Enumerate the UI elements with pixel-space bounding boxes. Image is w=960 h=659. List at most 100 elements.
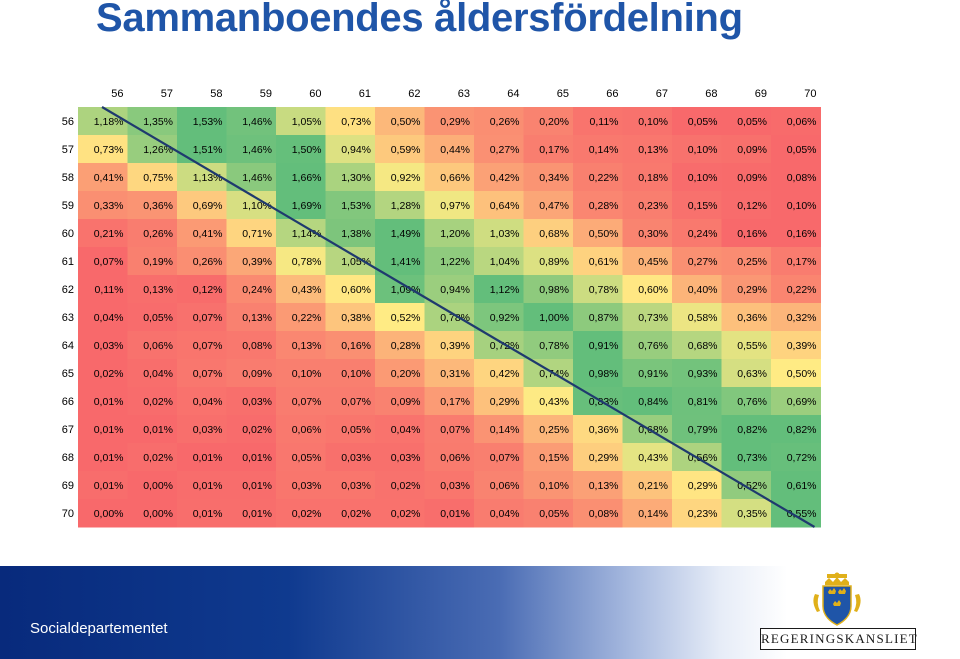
heatmap-cell xyxy=(424,135,475,164)
heatmap-cell xyxy=(375,359,425,388)
cell-value: 0,76% xyxy=(737,396,767,408)
heatmap-cell xyxy=(672,499,722,528)
cell-value: 0,42% xyxy=(490,368,520,380)
cell-value: 0,18% xyxy=(638,172,668,184)
heatmap-cell xyxy=(276,387,326,416)
heatmap-cell xyxy=(622,387,673,416)
heatmap-cell xyxy=(127,163,178,192)
heatmap-cell xyxy=(226,471,277,500)
cell-value: 1,53% xyxy=(193,116,223,128)
heatmap-cell xyxy=(127,107,178,136)
cell-value: 0,01% xyxy=(242,452,272,464)
cell-value: 0,09% xyxy=(737,172,767,184)
heatmap-cell xyxy=(672,387,722,416)
cell-value: 0,35% xyxy=(737,508,767,520)
cell-value: 0,10% xyxy=(787,200,817,212)
heatmap-cell xyxy=(78,471,128,500)
heatmap-cell xyxy=(78,275,128,304)
cell-value: 0,29% xyxy=(589,452,619,464)
heatmap-cell xyxy=(375,163,425,192)
cell-value: 0,45% xyxy=(638,256,668,268)
cell-value: 0,71% xyxy=(242,228,272,240)
cell-value: 1,66% xyxy=(292,172,322,184)
heatmap-cell xyxy=(474,471,524,500)
cell-value: 0,01% xyxy=(242,508,272,520)
heatmap-cell xyxy=(622,331,673,360)
heatmap-cell xyxy=(127,331,178,360)
cell-value: 0,13% xyxy=(143,284,173,296)
column-label: 59 xyxy=(260,88,272,100)
row-label: 68 xyxy=(62,452,74,464)
heatmap-cell xyxy=(226,303,277,332)
heatmap-cell xyxy=(771,331,821,360)
cell-value: 0,06% xyxy=(292,424,322,436)
cell-value: 1,20% xyxy=(440,228,470,240)
heatmap-cell xyxy=(177,471,227,500)
column-label: 57 xyxy=(161,88,173,100)
heatmap-cell xyxy=(78,219,128,248)
heatmap-cell xyxy=(127,219,178,248)
heatmap-cell xyxy=(177,387,227,416)
cell-value: 0,22% xyxy=(292,312,322,324)
cell-value: 1,69% xyxy=(292,200,322,212)
cell-value: 0,41% xyxy=(193,228,223,240)
cell-value: 0,24% xyxy=(242,284,272,296)
cell-value: 1,09% xyxy=(391,284,421,296)
heatmap-cell xyxy=(127,471,178,500)
heatmap-cell xyxy=(573,107,623,136)
heatmap-cell xyxy=(325,387,376,416)
cell-value: 0,01% xyxy=(94,480,124,492)
heatmap-cell xyxy=(424,499,475,528)
heatmap-cell xyxy=(474,499,524,528)
heatmap-cell xyxy=(672,219,722,248)
cell-value: 0,39% xyxy=(440,340,470,352)
heatmap-cell xyxy=(721,135,772,164)
heatmap-cell xyxy=(672,303,722,332)
cell-value: 0,10% xyxy=(688,172,718,184)
cell-value: 0,55% xyxy=(737,340,767,352)
cell-value: 0,11% xyxy=(590,116,619,128)
heatmap-cell xyxy=(771,359,821,388)
heatmap-cell xyxy=(375,107,425,136)
cell-value: 0,16% xyxy=(341,340,371,352)
heatmap-cell xyxy=(375,219,425,248)
heatmap-cell xyxy=(78,359,128,388)
heatmap-cell xyxy=(474,163,524,192)
cell-value: 0,94% xyxy=(341,144,371,156)
heatmap-cell xyxy=(771,387,821,416)
heatmap-cell xyxy=(325,135,376,164)
heatmap-cell xyxy=(375,275,425,304)
cell-value: 0,73% xyxy=(737,452,767,464)
cell-value: 1,38% xyxy=(341,228,371,240)
cell-value: 1,10% xyxy=(242,200,272,212)
cell-value: 0,61% xyxy=(787,480,817,492)
cell-value: 0,07% xyxy=(193,312,223,324)
heatmap-cell xyxy=(721,191,772,220)
cell-value: 0,13% xyxy=(292,340,322,352)
heatmap-cell xyxy=(523,471,574,500)
heatmap-cell xyxy=(226,135,277,164)
cell-value: 0,38% xyxy=(341,312,371,324)
heatmap-cell xyxy=(177,331,227,360)
cell-value: 0,39% xyxy=(787,340,817,352)
heatmap-cell xyxy=(276,499,326,528)
cell-value: 0,01% xyxy=(94,452,124,464)
heatmap-cell xyxy=(127,135,178,164)
cell-value: 1,46% xyxy=(242,144,272,156)
heatmap-cell xyxy=(721,387,772,416)
heatmap-cell xyxy=(474,331,524,360)
heatmap-cell xyxy=(78,499,128,528)
cell-value: 0,31% xyxy=(440,368,470,380)
cell-value: 0,78% xyxy=(292,256,322,268)
heatmap-cell xyxy=(424,247,475,276)
cell-value: 1,05% xyxy=(292,116,322,128)
row-label: 60 xyxy=(62,228,74,240)
cell-value: 0,26% xyxy=(193,256,223,268)
heatmap-cell xyxy=(424,443,475,472)
cell-value: 1,12% xyxy=(490,284,520,296)
cell-value: 0,07% xyxy=(490,452,520,464)
cell-value: 0,78% xyxy=(440,312,470,324)
cell-value: 1,30% xyxy=(341,172,371,184)
heatmap-cell xyxy=(523,331,574,360)
cell-value: 0,13% xyxy=(638,144,668,156)
